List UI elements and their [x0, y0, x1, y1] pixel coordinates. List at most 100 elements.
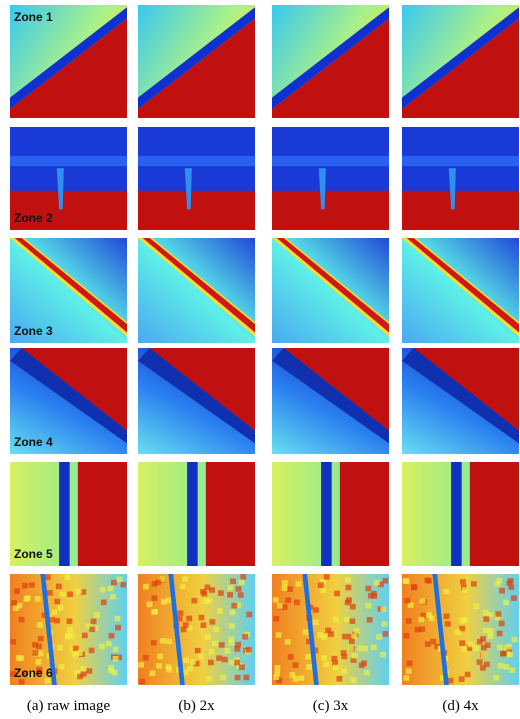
noise [287, 654, 294, 660]
noise [484, 642, 491, 648]
noise [506, 646, 513, 653]
noise [108, 664, 115, 671]
noise [64, 574, 71, 580]
noise [54, 617, 60, 624]
noise [341, 653, 348, 660]
image-tile [138, 348, 255, 454]
noise [204, 584, 211, 591]
noise [321, 655, 327, 661]
noise [108, 632, 115, 639]
noise [317, 632, 324, 638]
noise [350, 677, 357, 683]
noise [411, 584, 418, 590]
noise [405, 618, 412, 624]
noise [94, 612, 101, 618]
noise [35, 659, 42, 665]
noise [51, 609, 58, 615]
noise [112, 646, 119, 653]
noise [116, 576, 123, 583]
noise [454, 629, 461, 635]
noise [281, 585, 288, 591]
noise [440, 675, 447, 681]
noise [380, 651, 387, 658]
noise [105, 640, 112, 647]
noise [34, 596, 41, 602]
red-region [339, 462, 389, 566]
noise [227, 585, 234, 591]
noise [231, 602, 238, 609]
noise [349, 603, 356, 610]
noise [495, 611, 502, 617]
noise [476, 659, 483, 665]
noise [464, 671, 471, 678]
zone-label: Zone 2 [14, 211, 53, 225]
noise [403, 633, 410, 639]
noise [230, 578, 236, 585]
noise [350, 657, 357, 663]
noise [10, 639, 17, 645]
noise [32, 650, 39, 656]
noise [373, 579, 380, 586]
image-tile [138, 127, 255, 230]
noise [331, 655, 338, 662]
noise [142, 583, 149, 590]
red-region [10, 190, 127, 230]
noise [65, 633, 71, 640]
noise [72, 645, 79, 652]
noise [89, 626, 96, 633]
spike [448, 168, 456, 210]
noise [281, 580, 288, 586]
noise [353, 628, 360, 634]
blue-line [168, 574, 185, 685]
noise [276, 603, 283, 609]
noise [281, 604, 288, 610]
noise [494, 614, 501, 621]
noise [285, 597, 292, 603]
noise [67, 627, 74, 633]
noise [183, 657, 190, 664]
noise [447, 677, 454, 684]
image-tile [10, 5, 127, 118]
yellow-band [138, 238, 255, 337]
noise [246, 611, 253, 618]
noise [313, 607, 319, 613]
noise [508, 584, 515, 590]
noise [165, 597, 172, 604]
noise [332, 664, 339, 671]
noise [46, 590, 53, 596]
noise [159, 576, 166, 583]
image-tile [10, 348, 127, 454]
noise [323, 574, 330, 580]
image-tile [138, 574, 255, 685]
noise [351, 653, 358, 659]
noise [18, 679, 25, 685]
noise [357, 645, 364, 651]
noise [76, 650, 83, 656]
noise [404, 597, 411, 604]
noise [403, 675, 410, 681]
noise [480, 636, 486, 642]
noise [419, 598, 426, 604]
noise [71, 650, 78, 657]
noise [55, 583, 62, 590]
noise [234, 674, 241, 681]
image-tile [10, 462, 127, 566]
noise [419, 626, 426, 633]
noise [458, 676, 465, 682]
noise [273, 674, 280, 680]
noise [510, 595, 517, 601]
noise [306, 664, 313, 670]
noise [221, 656, 228, 663]
noise [213, 626, 220, 633]
noise [150, 640, 157, 646]
noise [18, 655, 25, 662]
image-tile [272, 348, 389, 454]
noise [313, 619, 319, 626]
noise [161, 599, 167, 605]
noise [229, 609, 236, 616]
blue-band [321, 462, 332, 566]
red-region [402, 190, 519, 230]
noise [272, 597, 279, 603]
image-tile [272, 574, 389, 685]
noise [92, 625, 99, 632]
